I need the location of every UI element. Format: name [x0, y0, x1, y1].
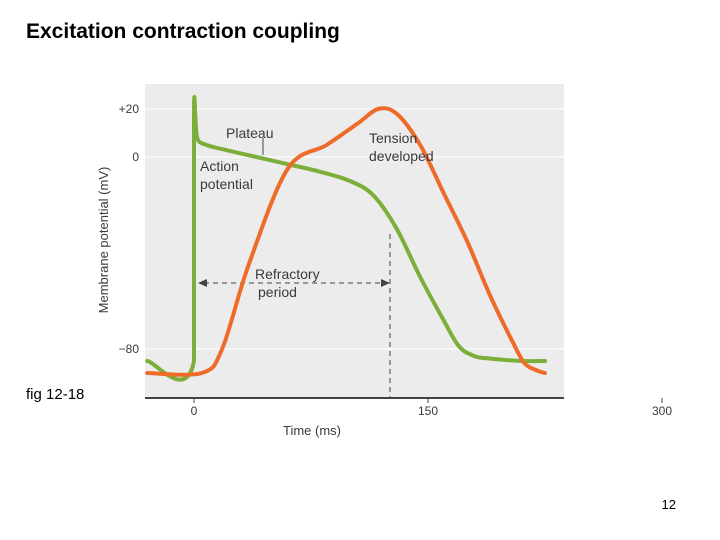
plot-background: [145, 84, 564, 398]
y-tick-label: −80: [119, 342, 140, 356]
plateau-label: Plateau: [226, 125, 273, 141]
gridlines: [145, 108, 564, 350]
series-line-action-potential: [145, 95, 547, 382]
y-tick-label: 0: [132, 150, 139, 164]
x-tick-label: 150: [418, 404, 438, 418]
series-layer: [145, 95, 547, 382]
x-axis-label: Time (ms): [283, 423, 341, 438]
refractory-period-label-line1: Refractory: [255, 266, 320, 282]
refractory-period-label-line2: period: [258, 284, 297, 300]
arrowhead-right-icon: [381, 279, 390, 287]
tension-developed-label-line2: developed: [369, 148, 434, 164]
arrowhead-left-icon: [198, 279, 207, 287]
y-axis-label: Membrane potential (mV): [96, 167, 111, 314]
x-tick-label: 300: [652, 404, 672, 418]
action-potential-label-line2: potential: [200, 176, 253, 192]
slide-title: Excitation contraction coupling: [26, 20, 340, 43]
figure-caption: fig 12-18: [26, 386, 85, 403]
series-line-tension-developed: [145, 106, 547, 377]
action-potential-label-line1: Action: [200, 158, 239, 174]
x-ticks: 0 150 300: [191, 398, 672, 418]
page-number: 12: [661, 497, 676, 512]
x-tick-label: 0: [191, 404, 198, 418]
y-tick-label: +20: [119, 102, 140, 116]
tension-developed-label-line1: Tension: [369, 130, 417, 146]
y-ticks: +20 0 −80: [119, 102, 140, 356]
